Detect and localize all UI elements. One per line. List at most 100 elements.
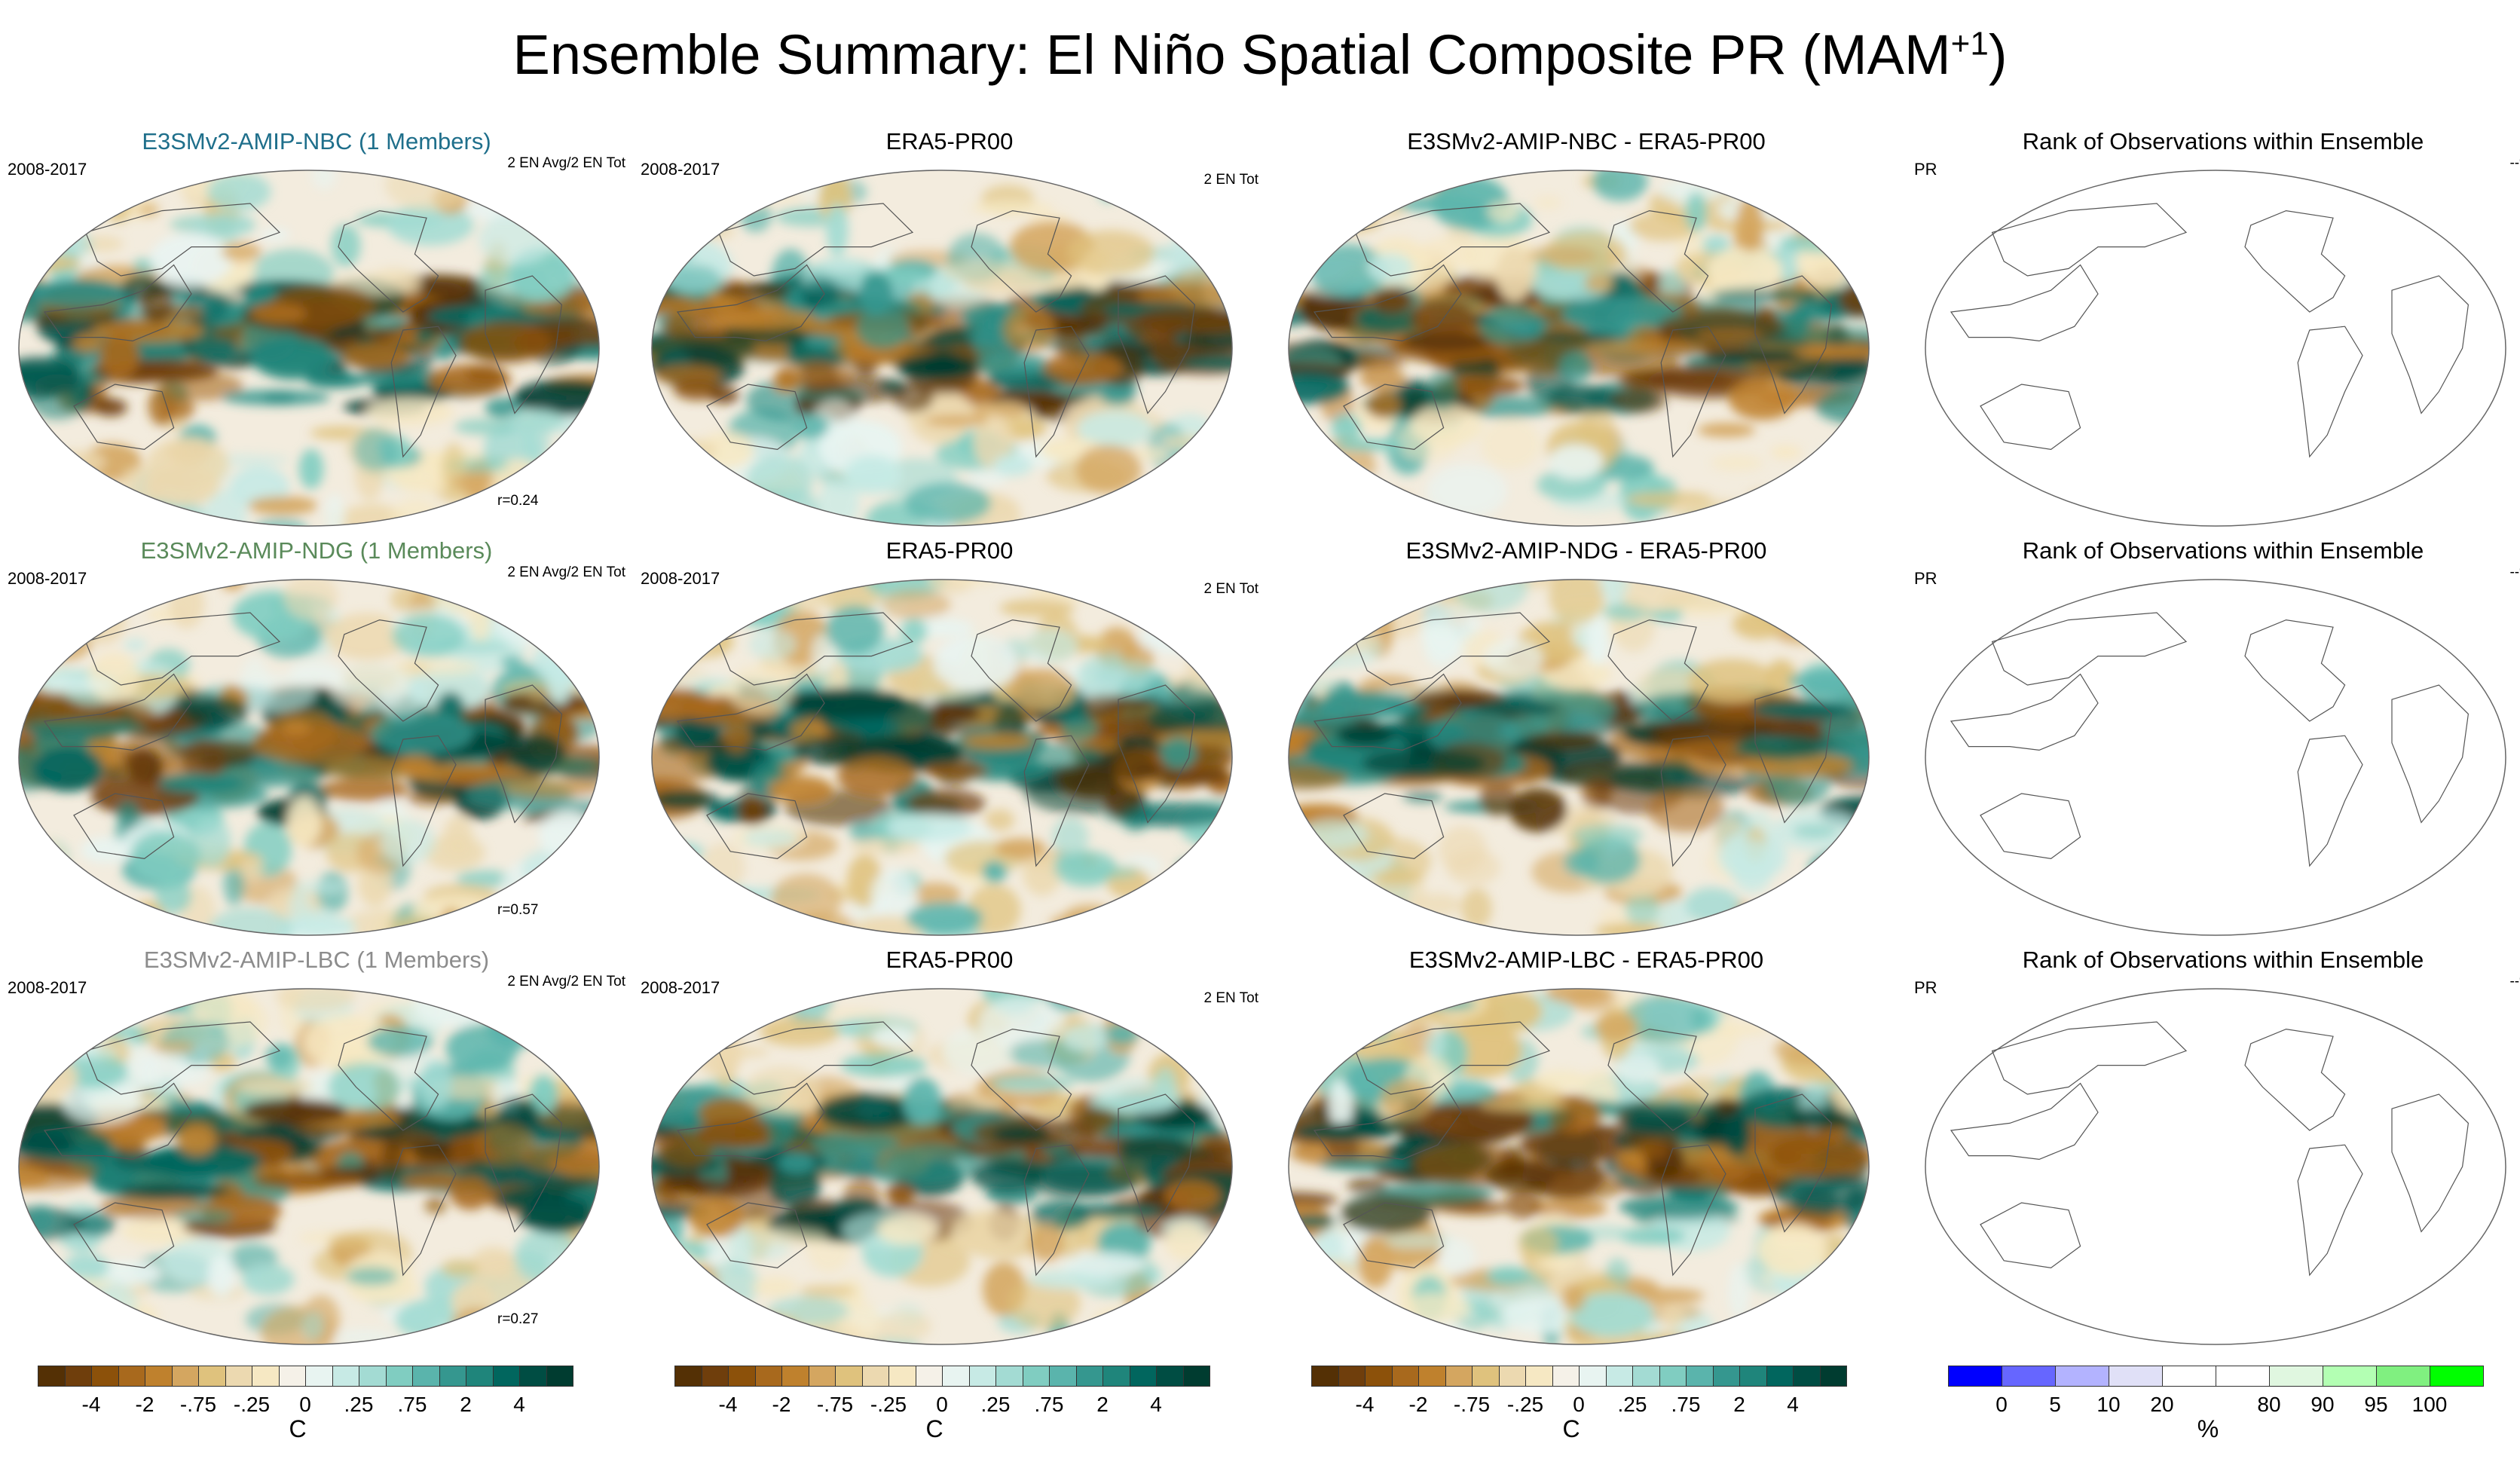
- field-cell: [301, 1311, 325, 1341]
- coastline: [485, 684, 563, 824]
- field-cell: [1563, 849, 1599, 876]
- colorbar-swatch: [198, 1366, 226, 1387]
- field-cell: [836, 719, 903, 736]
- field-cell: [1077, 411, 1152, 448]
- field-cell: [900, 618, 928, 644]
- field-cell: [507, 733, 565, 772]
- field-cell: [400, 1173, 461, 1188]
- field-cell: [154, 877, 192, 914]
- field-cell: [298, 448, 324, 489]
- field-cell: [1142, 580, 1185, 602]
- colorbar-swatch: [1948, 1366, 2002, 1387]
- coastline: [1950, 264, 2099, 342]
- field-cell: [142, 1144, 262, 1179]
- colorbar-rank: 0 5 10 20 80 90 95 100%: [1948, 1366, 2498, 1442]
- field-cell: [431, 580, 482, 595]
- field-cell: [1295, 170, 1319, 182]
- field-cell: [1176, 855, 1232, 879]
- coastline: [1980, 1202, 2081, 1269]
- colorbar-swatch: [1632, 1366, 1660, 1387]
- colorbar-swatch: [2269, 1366, 2323, 1387]
- field-cell: [287, 797, 321, 847]
- field-cell: [1637, 1139, 1670, 1161]
- field-cell: [816, 580, 884, 614]
- colorbar-tick-label: -.75: [179, 1393, 217, 1416]
- colorbar-swatch: [412, 1366, 440, 1387]
- field-cell: [1777, 357, 1869, 393]
- field-cell: [503, 693, 534, 708]
- colorbar-unit: C: [925, 1415, 943, 1442]
- colorbar-tick-label: 4: [513, 1393, 525, 1416]
- field-cell: [1583, 274, 1614, 292]
- field-cell: [794, 413, 829, 439]
- field-cell: [1549, 444, 1604, 479]
- field-cell: [1424, 1031, 1446, 1059]
- field-cell: [1124, 170, 1155, 193]
- field-cell: [1289, 580, 1330, 601]
- field-cell: [1485, 1159, 1555, 1193]
- field-cell: [1736, 196, 1764, 252]
- field-cell: [1614, 580, 1701, 613]
- field-cell: [870, 868, 919, 923]
- coastline: [390, 326, 457, 458]
- field-cell: [1138, 622, 1213, 655]
- field-cell: [1377, 586, 1411, 608]
- field-cell: [821, 257, 861, 274]
- coastline: [706, 384, 808, 451]
- coastline: [706, 793, 808, 860]
- field-cell: [414, 328, 436, 345]
- field-cell: [1827, 583, 1869, 601]
- colorbar-swatch: [332, 1366, 359, 1387]
- field-cell: [390, 658, 479, 677]
- field-cell: [1774, 1034, 1853, 1066]
- field-cell: [1061, 716, 1099, 742]
- field-cell: [173, 1209, 234, 1224]
- panel-model-row1: E3SMv2-AMIP-NBC (1 Members) 2008-2017 2 …: [8, 128, 625, 535]
- field-cell: [885, 1182, 915, 1204]
- field-cell: [1292, 1122, 1395, 1141]
- field-cell: [671, 624, 734, 658]
- field-cell: [64, 1045, 118, 1060]
- field-cell: [1627, 325, 1662, 354]
- field-cell: [910, 882, 962, 907]
- field-cell: [182, 696, 249, 728]
- coastline: [43, 1082, 192, 1161]
- field-cell: [80, 1308, 139, 1323]
- field-cell: [702, 1001, 742, 1018]
- field-cell: [124, 748, 156, 777]
- field-cell: [724, 719, 750, 754]
- field-cell: [1728, 1262, 1750, 1319]
- field-cell: [652, 216, 706, 247]
- colorbar-swatch: [38, 1366, 66, 1387]
- field-cell: [1656, 900, 1691, 935]
- field-cell: [1793, 824, 1837, 839]
- colorbar-swatch: [1525, 1366, 1553, 1387]
- variable-label: PR: [1914, 160, 1937, 179]
- field-cell: [310, 170, 337, 190]
- field-cell: [221, 242, 261, 262]
- field-cell: [652, 189, 730, 240]
- field-cell: [233, 674, 317, 712]
- field-cell: [191, 816, 231, 868]
- field-cell: [1399, 1293, 1471, 1323]
- field-cell: [1324, 209, 1382, 234]
- field-cell: [1793, 345, 1869, 359]
- field-cell: [323, 494, 345, 526]
- field-cell: [1198, 989, 1232, 1004]
- colorbar-swatch: [2109, 1366, 2163, 1387]
- field-cell: [130, 830, 200, 883]
- field-cell: [1164, 1222, 1207, 1261]
- field-cell: [652, 582, 693, 637]
- field-cell: [652, 249, 694, 265]
- colorbar-swatch: [728, 1366, 756, 1387]
- colorbar-swatch: [995, 1366, 1023, 1387]
- field-cell: [250, 303, 307, 323]
- colorbar-tick-label: 90: [2311, 1393, 2335, 1416]
- colorbar-tick-label: .25: [980, 1393, 1011, 1416]
- field-cell: [1063, 904, 1117, 931]
- panel-title: Rank of Observations within Ensemble: [2022, 537, 2424, 564]
- colorbar-swatch: [118, 1366, 145, 1387]
- coastline: [2244, 1028, 2346, 1131]
- field-cell: [1751, 701, 1855, 719]
- colorbar-swatch: [2430, 1366, 2484, 1387]
